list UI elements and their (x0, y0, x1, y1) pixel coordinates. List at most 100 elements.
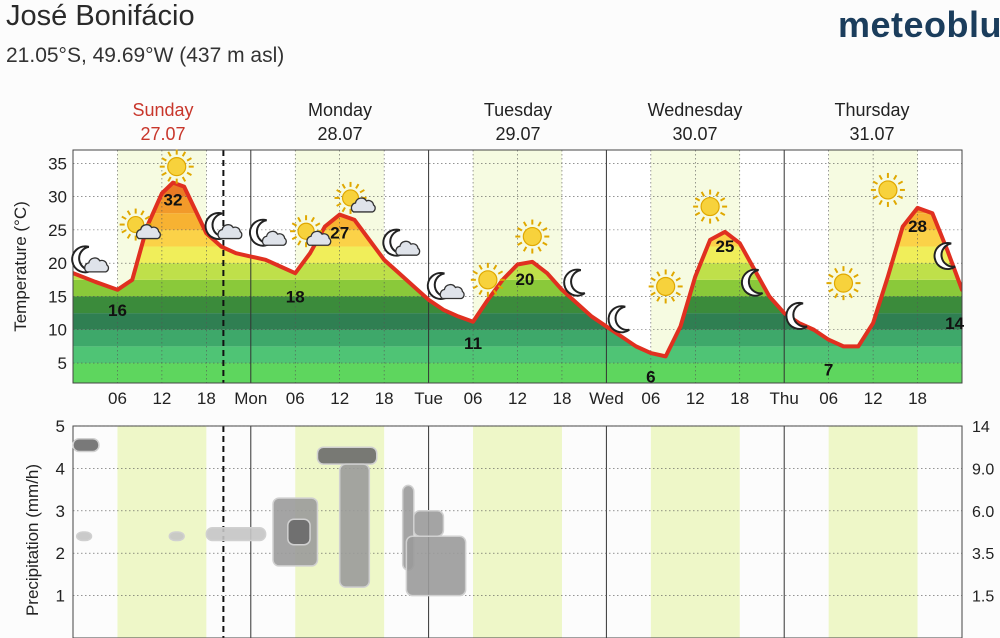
day-header-sunday[interactable]: Sunday 27.07 (93, 98, 233, 146)
meteoblue-logo[interactable]: meteoblu (838, 4, 1000, 45)
x-tick-label: Wed (589, 389, 624, 408)
precip-y-tick-label: 4 (56, 459, 65, 478)
daylight-strip (828, 426, 918, 638)
location-coordinates: 21.05°S, 49.69°W (437 m asl) (6, 44, 285, 67)
precipitation-blob (75, 531, 93, 542)
y-tick-label: 20 (48, 254, 67, 273)
x-tick-label: 18 (552, 389, 571, 408)
sun-cloud-icon (334, 181, 376, 214)
precip-right-tick-label: 1.5 (972, 589, 994, 606)
moon-icon (607, 305, 630, 334)
x-tick-label: 06 (464, 389, 483, 408)
y-tick-label: 30 (48, 188, 67, 207)
temperature-panel-frame (72, 149, 963, 384)
precipitation-blob (287, 518, 311, 546)
precipitation-blob (72, 437, 100, 453)
y-tick-label: 35 (48, 154, 67, 173)
day-header-thursday[interactable]: Thursday 31.07 (802, 98, 942, 146)
precipitation-axis-title: Precipitation (mm/h) (23, 464, 42, 616)
moon-cloud-icon (426, 271, 465, 300)
daylight-strip (117, 426, 207, 638)
temperature-band (73, 313, 962, 330)
moon-cloud-icon (248, 218, 287, 247)
x-tick-label: 18 (908, 389, 927, 408)
precipitation-blob (316, 446, 378, 465)
daylight-strip (473, 426, 562, 638)
day-date: 27.07 (140, 124, 186, 144)
precip-right-tick-label: 3.5 (972, 546, 994, 563)
temperature-value-label: 14 (945, 314, 964, 333)
moon-cloud-icon (382, 228, 421, 257)
temperature-value-label: 16 (108, 301, 127, 320)
moon-cloud-icon (71, 245, 110, 274)
moon-icon (740, 268, 764, 297)
moon-icon (933, 242, 956, 270)
precip-y-tick-label: 1 (56, 587, 65, 606)
precipitation-blob (413, 510, 445, 537)
x-tick-label: 06 (819, 389, 838, 408)
day-name: Sunday (132, 100, 194, 120)
precip-y-tick-label: 5 (56, 417, 65, 436)
precip-y-tick-label: 2 (56, 544, 65, 563)
x-tick-label: 06 (641, 389, 660, 408)
x-tick-label: Mon (234, 389, 267, 408)
sun-icon (159, 149, 194, 184)
temperature-line (73, 180, 962, 359)
day-date: 31.07 (849, 124, 895, 144)
y-tick-label: 25 (48, 221, 67, 240)
daylight-strip (650, 426, 740, 638)
sun-cloud-icon (290, 215, 332, 248)
precipitation-grid (73, 425, 962, 596)
temperature-value-label: 28 (908, 217, 927, 236)
sun-icon (470, 262, 505, 297)
y-tick-label: 15 (48, 287, 67, 306)
x-tick-label: 06 (108, 389, 127, 408)
day-name: Wednesday (647, 100, 743, 120)
day-name: Tuesday (483, 100, 553, 120)
y-tick-label: 5 (58, 354, 67, 373)
precip-right-tick-label: 14 (972, 419, 990, 436)
sun-icon (870, 172, 905, 207)
x-tick-label: 06 (286, 389, 305, 408)
day-date: 30.07 (672, 124, 718, 144)
x-tick-label: 18 (375, 389, 394, 408)
day-date: 28.07 (317, 124, 363, 144)
sun-icon (693, 189, 728, 224)
y-tick-label: 10 (48, 321, 67, 340)
x-tick-label: 12 (152, 389, 171, 408)
temperature-value-label: 32 (164, 190, 183, 209)
day-name: Monday (307, 100, 373, 120)
temperature-value-label: 11 (464, 334, 482, 353)
day-header-monday[interactable]: Monday 28.07 (270, 98, 410, 146)
location-title: José Bonifácio (6, 0, 195, 32)
x-tick-label: 12 (864, 389, 883, 408)
precipitation-blob (168, 531, 185, 542)
moon-cloud-icon (204, 212, 243, 241)
x-tick-label: Thu (770, 389, 799, 408)
x-tick-label: Tue (414, 389, 443, 408)
precipitation-blob (405, 535, 467, 597)
temperature-band (73, 279, 962, 297)
temperature-value-label: 18 (286, 287, 305, 306)
temperature-axis-title: Temperature (°C) (11, 201, 30, 332)
temperature-value-label: 7 (824, 361, 833, 380)
precipitation-blob (205, 527, 267, 542)
moon-icon (563, 268, 586, 297)
precipitation-blob (338, 463, 371, 588)
sun-icon (515, 219, 550, 254)
precip-y-tick-label: 3 (56, 502, 65, 521)
x-tick-label: 12 (686, 389, 705, 408)
x-tick-label: 18 (730, 389, 749, 408)
sun-cloud-icon (119, 208, 161, 241)
x-tick-label: 12 (508, 389, 527, 408)
precip-right-tick-label: 9.0 (972, 461, 994, 478)
sun-icon (648, 269, 683, 304)
temperature-value-label: 25 (715, 237, 734, 256)
moon-icon (785, 301, 808, 330)
day-date: 29.07 (495, 124, 541, 144)
precip-right-tick-label: 6.0 (972, 504, 994, 521)
day-header-wednesday[interactable]: Wednesday 30.07 (625, 98, 765, 146)
day-header-tuesday[interactable]: Tuesday 29.07 (448, 98, 588, 146)
temperature-value-label: 6 (646, 367, 655, 386)
